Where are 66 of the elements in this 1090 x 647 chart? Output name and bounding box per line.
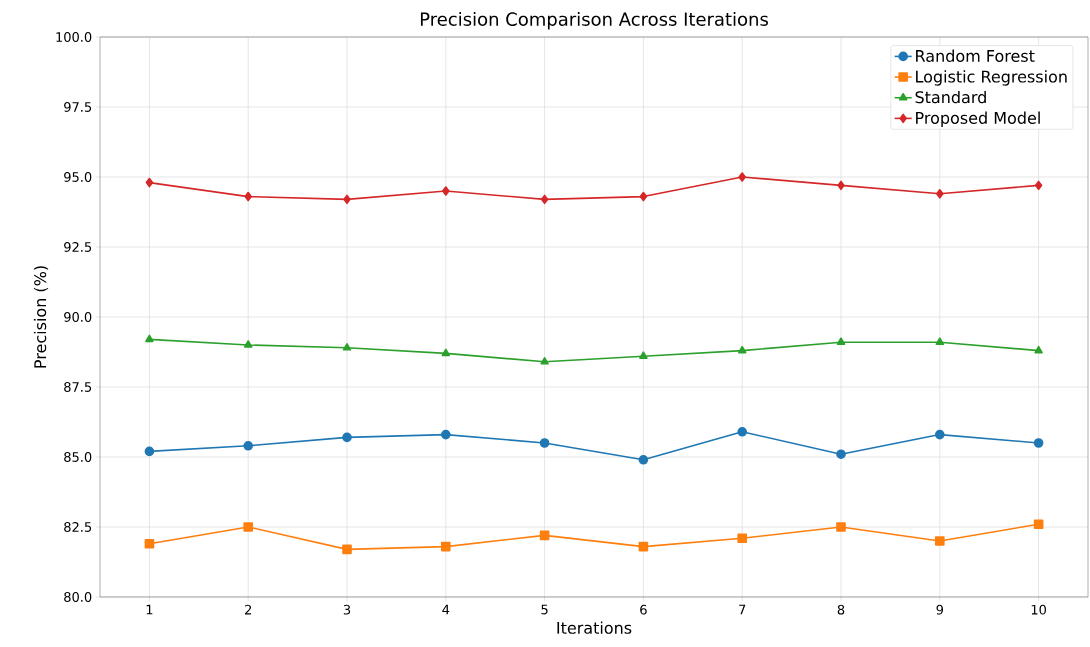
point [539,438,550,448]
point [935,429,945,440]
point [243,522,254,532]
y-tick-label: 85.0 [64,452,92,462]
y-tick-label: 90.0 [64,312,92,322]
point [738,172,746,182]
point [935,536,945,546]
point [243,340,253,348]
x-tick-label: 2 [245,604,252,615]
point [343,194,351,205]
point [144,446,155,457]
point [936,188,944,199]
point [441,541,451,552]
point [441,429,451,440]
point [145,177,154,188]
x-tick-label: 6 [640,604,647,615]
point [442,186,450,196]
y-tick-label: 82.5 [64,522,92,532]
x-tick-label: 9 [936,604,944,615]
y-tick-label: 92.5 [64,242,92,252]
chart-title: Precision Comparison Across Iterations [420,12,768,30]
point [342,544,352,555]
point [441,348,451,357]
point [836,522,846,532]
x-tick-label: 8 [837,604,845,615]
point [638,454,649,465]
point [144,538,155,549]
point [342,432,352,443]
legend-label: Logistic Regression [916,70,1067,86]
point [342,342,352,351]
x-tick-label: 10 [1031,604,1046,615]
y-axis-title: Precision (%) [33,266,49,368]
point [836,449,846,459]
point [1033,519,1044,529]
point [145,334,154,343]
point [1034,345,1043,354]
point [737,345,747,354]
y-tick-label: 97.5 [64,102,92,112]
y-tick-label: 87.5 [64,382,92,392]
point [737,533,747,543]
x-tick-label: 7 [739,604,746,615]
point [539,530,550,541]
x-tick-label: 4 [442,604,450,615]
point [639,191,648,202]
y-tick-label: 100.0 [56,32,92,42]
point [244,191,253,202]
point [1033,438,1044,448]
y-tick-label: 80.0 [64,592,92,602]
legend-label: Proposed Model [916,111,1040,128]
point [737,426,747,437]
point [540,194,549,205]
point [1034,180,1043,191]
point [638,541,649,552]
x-tick-label: 3 [343,604,351,615]
point [639,351,648,359]
x-axis-title: Iterations [557,621,632,634]
point [836,337,846,345]
point [243,440,254,451]
point [540,356,549,365]
point [837,180,845,191]
x-tick-label: 5 [541,604,548,615]
legend-label: Random Forest [916,49,1035,62]
x-tick-label: 1 [146,604,153,615]
y-tick-label: 95.0 [64,172,92,182]
point [935,337,945,345]
legend-label: Standard [915,90,986,104]
